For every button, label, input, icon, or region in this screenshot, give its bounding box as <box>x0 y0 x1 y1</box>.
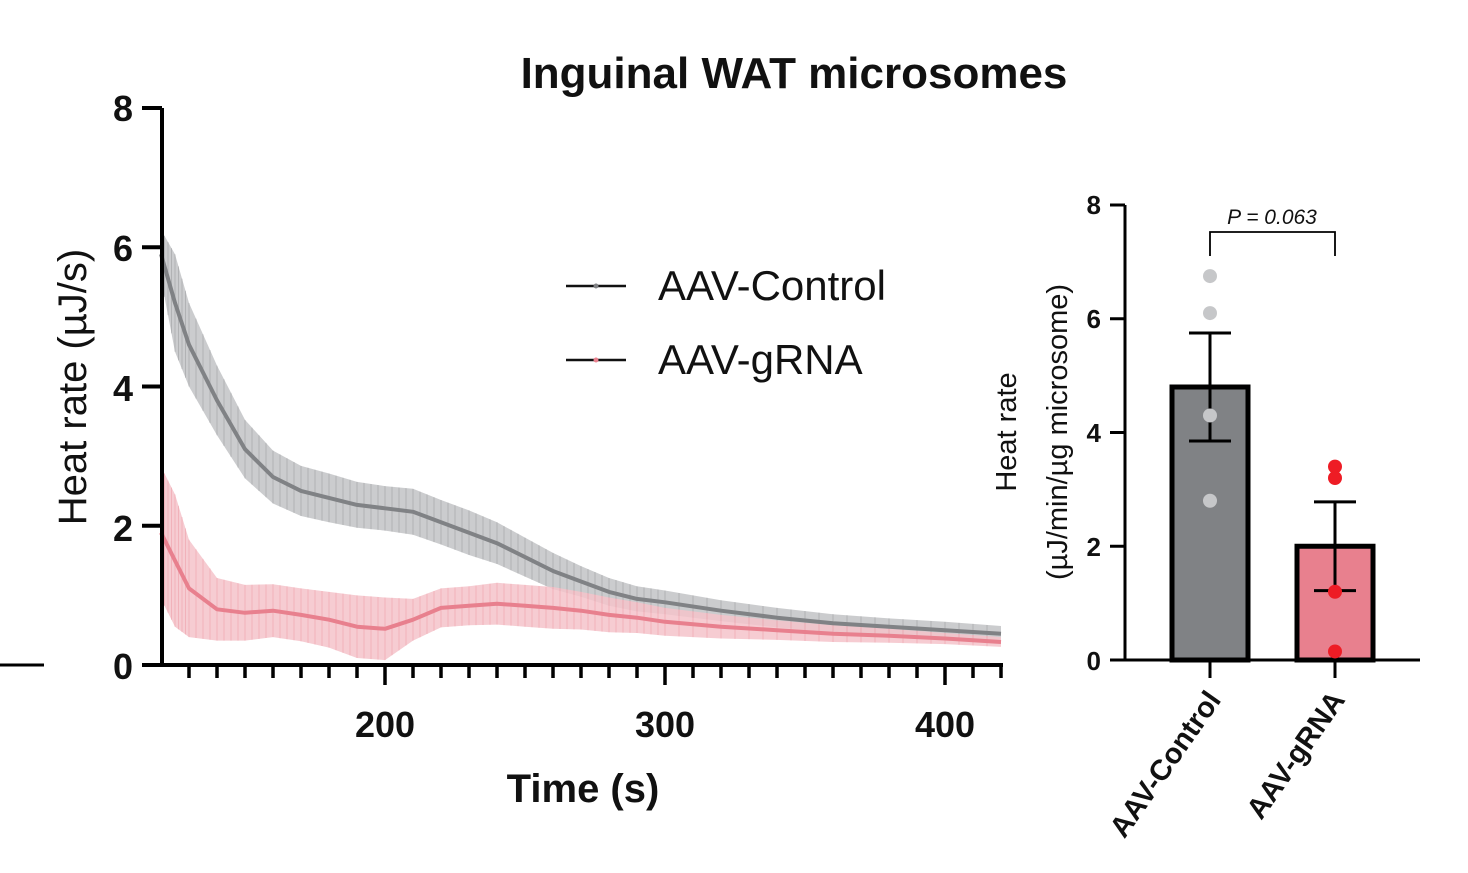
y-tick-label: 6 <box>113 228 133 269</box>
bar-chart: 8 6 4 2 0 Heat rate (µJ/min/µg microsome… <box>991 190 1420 843</box>
y-tick-label: 0 <box>113 646 133 687</box>
bar-y-tick-label: 6 <box>1087 304 1101 334</box>
chart-title: Inguinal WAT microsomes <box>521 49 1068 98</box>
p-value-annotation: P = 0.063 <box>1227 206 1317 229</box>
control-mean-line <box>159 253 1002 636</box>
bar-y-tick-label: 0 <box>1087 646 1101 676</box>
bar-y-axis-units: (µJ/min/µg microsome) <box>1042 284 1074 580</box>
grna-error-band <box>161 466 1001 661</box>
legend-grna-marker <box>593 357 599 363</box>
x-ticks <box>187 665 1003 685</box>
bar-y-axis-label: Heat rate <box>991 372 1023 491</box>
y-tick-label: 4 <box>113 368 133 409</box>
y-ticks <box>142 106 162 667</box>
bar-y-tick-label: 2 <box>1087 532 1101 562</box>
y-tick-label: 8 <box>113 88 133 129</box>
data-point <box>1328 584 1342 599</box>
x-axis-label: Time (s) <box>507 767 660 811</box>
bar-y-ticks <box>1110 203 1125 662</box>
y-axis-label: Heat rate (µJ/s) <box>51 249 95 525</box>
significance-bracket-line <box>1209 231 1336 256</box>
legend-grna-label: AAV-gRNA <box>658 336 863 383</box>
bar-category-label: AAV-gRNA <box>1241 686 1352 825</box>
legend-control-marker <box>593 283 599 289</box>
data-point <box>1328 459 1342 474</box>
bar-y-tick-label: 8 <box>1087 190 1101 220</box>
data-point <box>1203 269 1217 284</box>
bar-data-points <box>1203 269 1342 659</box>
series-lines <box>159 253 1002 644</box>
y-tick-label: 2 <box>113 508 133 549</box>
line-chart: 8 6 4 2 0 200 300 400 Time (s) Heat rate… <box>0 88 1003 811</box>
bar-error-bars <box>1189 331 1356 593</box>
bar-y-tick-label: 4 <box>1087 418 1102 448</box>
data-point <box>1328 471 1342 485</box>
legend: AAV-Control AAV-gRNA <box>566 262 886 383</box>
data-point <box>1328 644 1342 659</box>
x-tick-label: 200 <box>355 704 415 745</box>
significance-bracket: P = 0.063 <box>1209 206 1336 256</box>
grna-mean-line <box>159 531 1002 644</box>
bar-category-label: AAV-Control <box>1104 686 1228 844</box>
data-point <box>1203 493 1217 508</box>
x-tick-label: 300 <box>635 704 695 745</box>
data-point <box>1203 306 1217 321</box>
legend-control-label: AAV-Control <box>658 262 886 309</box>
data-point <box>1203 408 1217 423</box>
x-tick-label: 400 <box>915 704 975 745</box>
